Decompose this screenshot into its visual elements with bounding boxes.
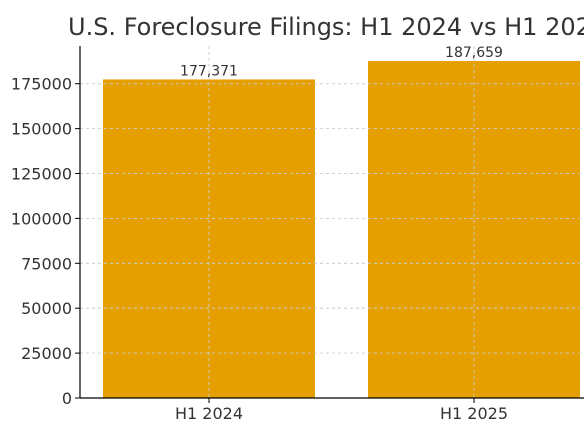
labels-layer: 0 25000 50000 75000 100000 125000 150000 175000… [11,45,508,423]
y-tick-label: 150000 [11,120,72,139]
chart-title: U.S. Foreclosure Filings: H1 2024 vs H1 … [68,13,584,41]
y-tick-label: 50000 [21,299,72,318]
grid-layer [80,46,584,398]
y-tick-label: 100000 [11,209,72,228]
bars-layer [103,60,580,398]
y-tick-label: 75000 [21,254,72,273]
data-label: 187,659 [445,45,503,61]
axes-layer [75,46,584,403]
y-tick-label: 25000 [21,344,72,363]
y-tick-label: 125000 [11,165,72,184]
x-tick-label: H1 2025 [440,404,508,423]
y-tick-label: 175000 [11,75,72,94]
x-tick-label: H1 2024 [175,404,243,423]
data-label: 177,371 [180,63,238,79]
y-tick-label: 0 [62,389,72,408]
